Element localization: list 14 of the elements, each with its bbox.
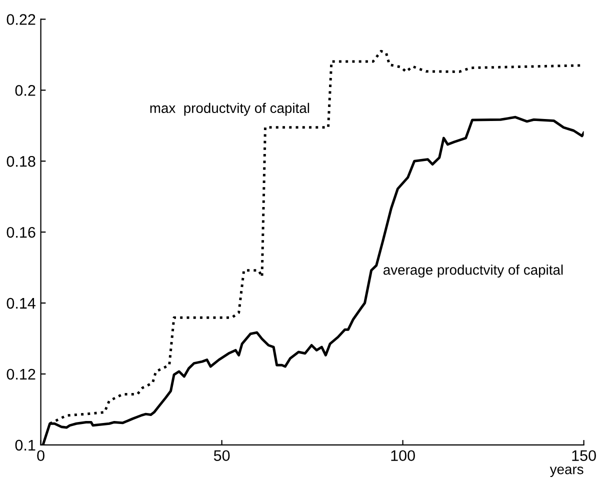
- y-tick-label: 0.18: [6, 156, 36, 167]
- x-tick-label: 50: [214, 450, 230, 462]
- annotation: max productvity of capital: [150, 102, 310, 116]
- x-tick-label: 100: [391, 450, 415, 462]
- x-tick-label: 150: [572, 450, 596, 462]
- y-tick-label: 0.12: [6, 368, 36, 380]
- x-tick-label: 0: [37, 450, 44, 462]
- y-tick-label: 0.14: [6, 298, 36, 309]
- annotation: average productvity of capital: [383, 264, 563, 278]
- y-tick-label: 0.22: [6, 14, 36, 25]
- y-tick-label: 0.1: [15, 440, 36, 451]
- y-tick-label: 0.2: [15, 85, 36, 96]
- y-tick-label: 0.16: [6, 226, 36, 238]
- x-axis-title: years: [550, 466, 584, 477]
